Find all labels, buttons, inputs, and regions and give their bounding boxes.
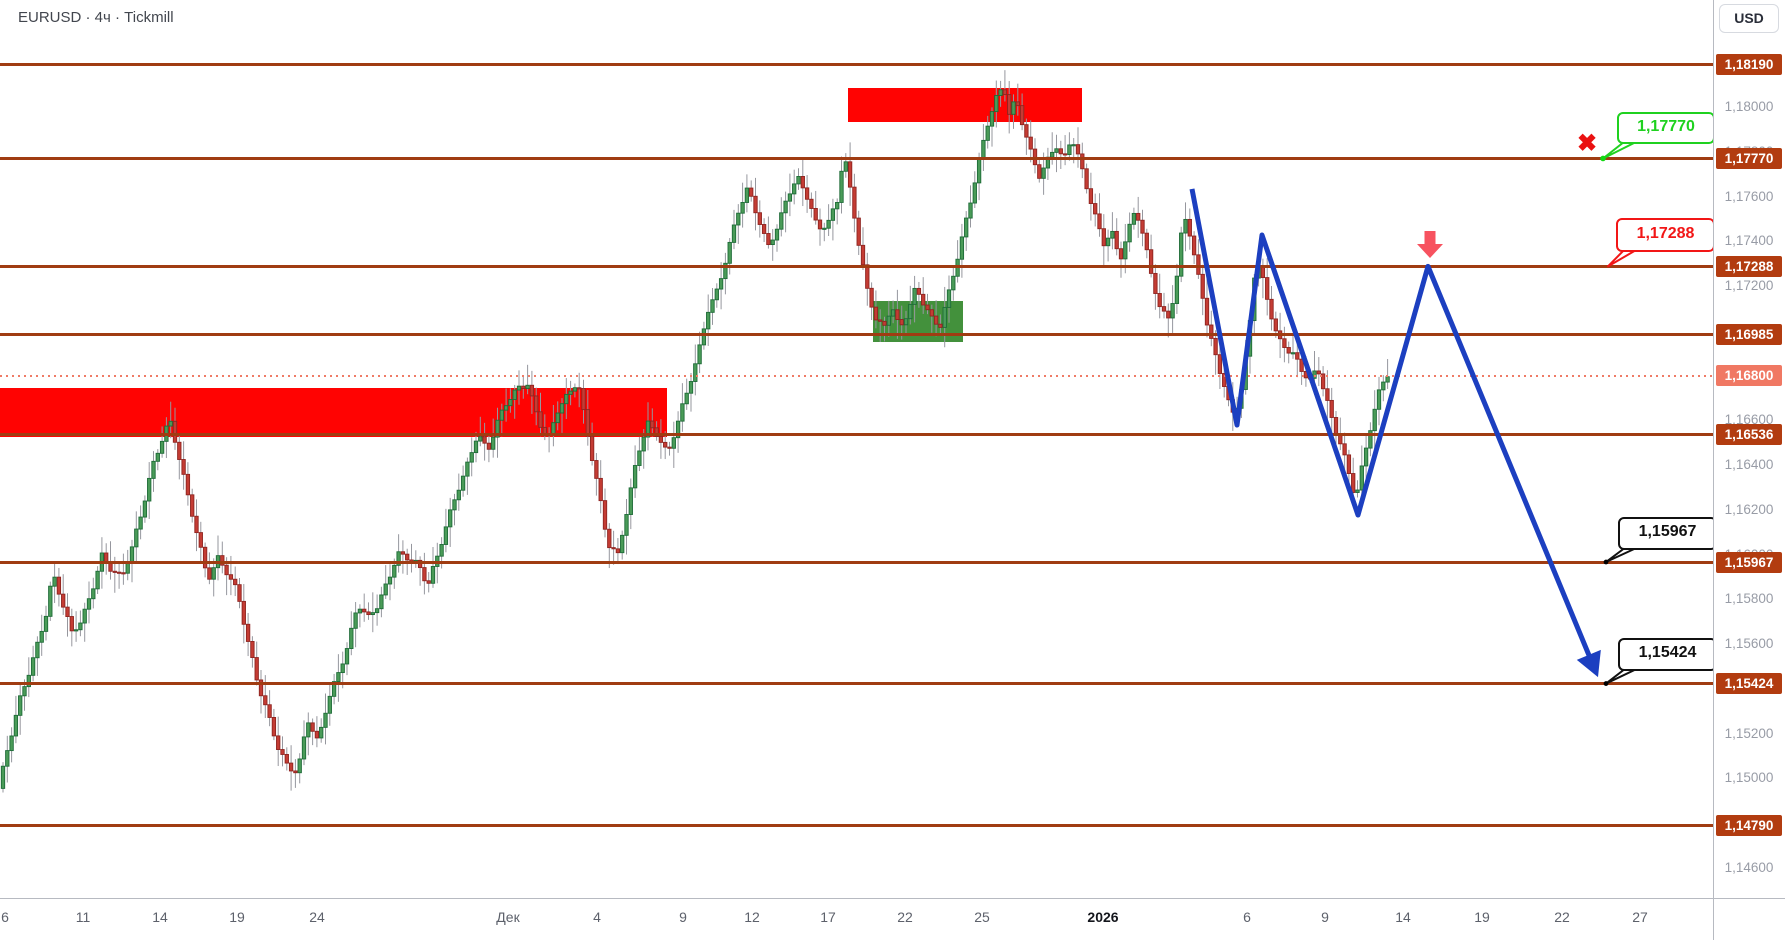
- price-level-line-1,15424[interactable]: [0, 682, 1713, 686]
- price-tick-1,15200: 1,15200: [1724, 725, 1774, 741]
- price-level-badge-1,15424: 1,15424: [1716, 673, 1782, 695]
- price-level-badge-1,14790: 1,14790: [1716, 814, 1782, 836]
- anchor-dot[interactable]: [1600, 155, 1606, 162]
- time-tick-22: 22: [897, 909, 913, 925]
- anchor-dot[interactable]: [1603, 559, 1609, 565]
- price-level-badge-1,17288: 1,17288: [1716, 255, 1782, 277]
- time-tick-14: 14: [1395, 909, 1411, 925]
- time-tick-22: 22: [1554, 909, 1570, 925]
- price-callout-1,17770[interactable]: 1,17770: [1617, 112, 1713, 144]
- currency-button[interactable]: USD: [1719, 4, 1779, 33]
- price-level-line-1,14790[interactable]: [0, 823, 1713, 827]
- time-tick-25: 25: [974, 909, 990, 925]
- price-level-badge-1,16536: 1,16536: [1716, 424, 1782, 446]
- price-tick-1,16400: 1,16400: [1724, 457, 1774, 473]
- anchor-dot[interactable]: [1603, 681, 1609, 686]
- price-tick-1,15600: 1,15600: [1724, 636, 1774, 652]
- price-tick-1,16200: 1,16200: [1724, 501, 1774, 517]
- price-callout-1,17288[interactable]: 1,17288: [1616, 218, 1713, 252]
- current-price-line: [0, 374, 1713, 377]
- time-tick-6: 6: [1, 909, 9, 925]
- time-tick-9: 9: [1321, 909, 1329, 925]
- time-tick-19: 19: [1474, 909, 1490, 925]
- projection-arrowhead[interactable]: [1576, 649, 1601, 678]
- current-price-badge: 1,16800: [1716, 365, 1782, 387]
- time-tick-4: 4: [593, 909, 601, 925]
- price-level-line-1,17770[interactable]: [0, 156, 1713, 160]
- price-callout-1,15967[interactable]: 1,15967: [1618, 517, 1713, 550]
- price-tick-1,17200: 1,17200: [1724, 278, 1774, 294]
- price-level-line-1,16536[interactable]: [0, 433, 1713, 437]
- time-tick-19: 19: [229, 909, 245, 925]
- price-level-badge-1,18190: 1,18190: [1716, 53, 1782, 75]
- chart-plot-area[interactable]: 1,17770 1,17288 1,15967 1,15424 ✖: [0, 0, 1713, 898]
- price-level-line-1,17288[interactable]: [0, 264, 1713, 268]
- price-level-badge-1,15967: 1,15967: [1716, 551, 1782, 573]
- price-level-badge-1,16985: 1,16985: [1716, 323, 1782, 345]
- price-level-line-1,15967[interactable]: [0, 560, 1713, 564]
- price-tick-1,17600: 1,17600: [1724, 188, 1774, 204]
- symbol-title[interactable]: EURUSD · 4ч · Tickmill: [18, 9, 174, 26]
- time-tick-12: 12: [744, 909, 760, 925]
- time-tick-14: 14: [152, 909, 168, 925]
- time-tick-17: 17: [820, 909, 836, 925]
- price-callout-1,15424[interactable]: 1,15424: [1618, 638, 1713, 671]
- price-tick-1,16600: 1,16600: [1724, 412, 1774, 428]
- time-axis[interactable]: 6 11 14 19 24 Дек 4 9 12 17 22 25 2026 6 9 14 19 22 27: [0, 898, 1785, 940]
- sell-arrow-stem[interactable]: [1424, 231, 1436, 244]
- time-tick-2026: 2026: [1087, 909, 1119, 925]
- price-tick-1,18000: 1,18000: [1724, 99, 1774, 114]
- time-tick-6: 6: [1243, 909, 1251, 925]
- sell-arrow-icon[interactable]: [1417, 244, 1443, 258]
- price-tick-1,15000: 1,15000: [1724, 770, 1774, 786]
- time-tick-9: 9: [679, 909, 687, 925]
- price-tick-1,14600: 1,14600: [1724, 859, 1774, 875]
- price-level-badge-1,17770: 1,17770: [1716, 147, 1782, 169]
- time-tick-27: 27: [1632, 909, 1648, 925]
- drawings-layer[interactable]: [0, 0, 1713, 898]
- price-axis[interactable]: 1,180001,178001,176001,174001,172001,166…: [1713, 0, 1785, 898]
- price-level-line-1,18190[interactable]: [0, 62, 1713, 66]
- cross-marker[interactable]: ✖: [1577, 130, 1598, 157]
- projection-zigzag[interactable]: [1189, 188, 1595, 664]
- time-tick-24: 24: [309, 909, 325, 925]
- price-tick-1,15800: 1,15800: [1724, 591, 1774, 607]
- price-level-line-1,16985[interactable]: [0, 332, 1713, 336]
- axis-corner-separator: [1713, 899, 1714, 940]
- price-tick-1,17400: 1,17400: [1724, 233, 1774, 249]
- time-tick-11: 11: [75, 909, 91, 925]
- supply-zone-top[interactable]: [848, 87, 1082, 123]
- time-tick-Дек: Дек: [496, 909, 520, 925]
